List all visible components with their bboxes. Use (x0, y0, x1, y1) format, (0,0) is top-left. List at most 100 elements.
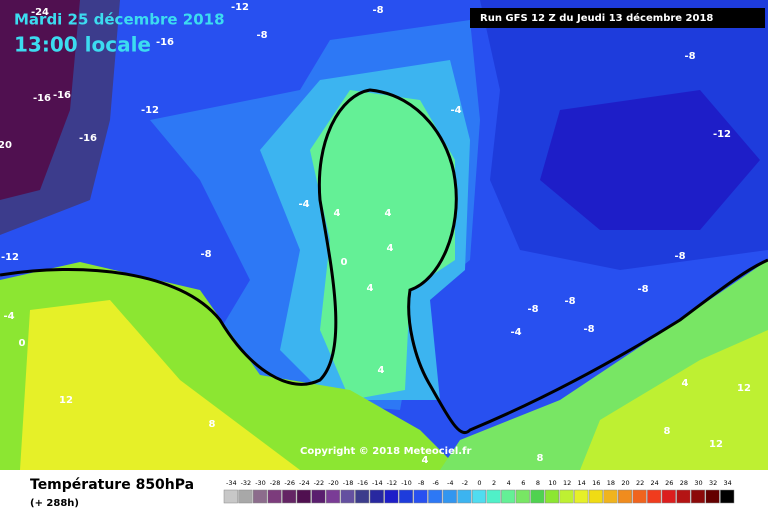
legend-value: -16 (357, 479, 368, 487)
legend-value: -2 (462, 479, 468, 487)
legend-value: 4 (507, 479, 511, 487)
legend-value: 30 (694, 479, 702, 487)
cold-area-scandinavia (540, 90, 760, 230)
legend-swatch (398, 489, 414, 504)
contour-label: 12 (59, 395, 73, 406)
legend-swatch (340, 489, 355, 504)
warm-core-sw (20, 300, 300, 470)
copyright: Copyright © 2018 Meteociel.fr (300, 446, 471, 457)
legend-swatch (457, 489, 472, 504)
contour-label: -16 (79, 133, 97, 144)
contour-label: -16 (156, 37, 174, 48)
legend-value: 32 (709, 479, 717, 487)
contour-label: -16 (53, 90, 71, 101)
legend-swatch (574, 489, 589, 504)
legend-swatch (282, 489, 297, 504)
legend-value: -32 (241, 479, 252, 487)
contour-label: 4 (378, 365, 385, 376)
legend-swatch (588, 489, 603, 504)
legend-swatch (705, 489, 720, 504)
legend-swatch (720, 489, 735, 504)
legend-value: 20 (621, 479, 629, 487)
contour-label: 12 (737, 383, 751, 394)
legend-value: 34 (724, 479, 732, 487)
legend-value: -10 (401, 479, 412, 487)
legend-value: -12 (387, 479, 398, 487)
legend-swatch (471, 489, 487, 504)
legend-value: 10 (548, 479, 556, 487)
run-box (470, 8, 765, 28)
warm-core-se (580, 330, 768, 470)
contour-label: 0 (341, 257, 348, 268)
legend-swatch (690, 489, 706, 504)
legend-swatch (515, 489, 530, 504)
contour-label: -8 (564, 296, 575, 307)
legend-value: -4 (447, 479, 453, 487)
contour-label: 4 (334, 208, 341, 219)
footer-title: Température 850hPa (30, 477, 194, 493)
contour-label: -4 (298, 199, 309, 210)
legend-value: 0 (477, 479, 481, 487)
contour-label: -8 (674, 251, 685, 262)
legend-swatch (355, 489, 370, 504)
footer-lead: (+ 288h) (30, 498, 79, 509)
contour-label: -12 (141, 105, 159, 116)
legend-swatch (632, 489, 647, 504)
contour-label: -12 (231, 2, 249, 13)
legend-swatch (617, 489, 633, 504)
legend-swatch (603, 489, 618, 504)
legend-value: -34 (226, 479, 237, 487)
legend-value: 8 (536, 479, 540, 487)
legend-swatch (661, 489, 676, 504)
contour-label: 4 (367, 283, 374, 294)
contour-label: 4 (422, 455, 429, 466)
legend-value: -20 (328, 479, 339, 487)
legend-swatch (559, 489, 574, 504)
warm-tongue (310, 90, 455, 400)
run-info: Run GFS 12 Z du Jeudi 13 décembre 2018 (480, 12, 713, 24)
contour-label: 4 (387, 243, 394, 254)
legend-swatch (647, 489, 662, 504)
legend-value: -18 (343, 479, 354, 487)
legend-value: -28 (270, 479, 281, 487)
time: 13:00 locale (14, 33, 151, 57)
contour-label: -8 (527, 304, 538, 315)
legend-value: 16 (592, 479, 600, 487)
legend-value: -6 (432, 479, 438, 487)
contour-label: 8 (664, 426, 671, 437)
legend-swatch (325, 489, 341, 504)
legend-value: -24 (299, 479, 310, 487)
legend-value: -30 (255, 479, 266, 487)
contour-label: 0 (19, 338, 26, 349)
legend-swatch (267, 489, 282, 504)
contour-label: -12 (1, 252, 19, 263)
date: Mardi 25 décembre 2018 (14, 11, 225, 29)
contour-label: 4 (385, 208, 392, 219)
legend-value: 22 (636, 479, 644, 487)
coldest-area (0, 0, 80, 200)
legend-swatch (676, 489, 691, 504)
legend-value: -8 (418, 479, 424, 487)
legend-value: 18 (607, 479, 615, 487)
legend-value: 6 (521, 479, 525, 487)
legend-swatch (428, 489, 443, 504)
legend-value: 24 (651, 479, 659, 487)
legend-value: -14 (372, 479, 383, 487)
contour-label: 4 (682, 378, 689, 389)
contour-label: 20 (0, 140, 12, 151)
legend-swatch (252, 489, 268, 504)
legend-swatch (369, 489, 384, 504)
contour-label: -24 (31, 7, 49, 18)
legend-swatch (413, 489, 428, 504)
legend-swatch (238, 489, 253, 504)
contour-label: -8 (583, 324, 594, 335)
legend-value: 14 (578, 479, 586, 487)
contour-label: -4 (3, 311, 14, 322)
contour-label: -8 (637, 284, 648, 295)
legend-swatch (311, 489, 326, 504)
legend-value: 26 (665, 479, 673, 487)
legend-swatch (530, 489, 545, 504)
